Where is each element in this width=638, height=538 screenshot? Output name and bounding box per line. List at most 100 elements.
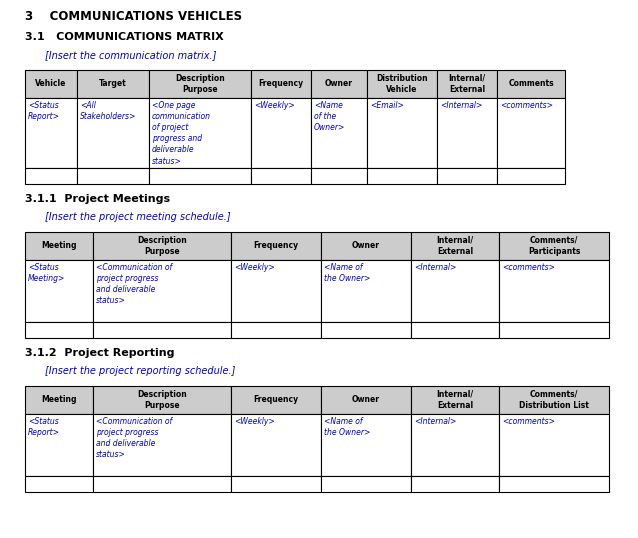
Text: <comments>: <comments> [502,263,555,272]
Text: <One page
communication
of project
progress and
deliverable
status>: <One page communication of project progr… [152,101,211,166]
Text: Owner: Owner [352,395,380,405]
Text: Owner: Owner [325,80,353,88]
Bar [499,232,609,260]
Text: Internal/
External: Internal/ External [436,236,473,256]
Bar [77,98,149,168]
Text: <Internal>: <Internal> [414,263,456,272]
Text: 3.1   COMMUNICATIONS MATRIX: 3.1 COMMUNICATIONS MATRIX [25,32,224,42]
Text: <Weekly>: <Weekly> [254,101,295,110]
Text: Meeting: Meeting [41,242,77,251]
Bar [411,414,499,476]
Bar [367,98,437,168]
Bar [411,260,499,322]
Bar [251,70,311,98]
Bar [25,322,93,338]
Text: Comments/
Distribution List: Comments/ Distribution List [519,390,589,410]
Bar [231,414,321,476]
Bar [231,386,321,414]
Text: [Insert the communication matrix.]: [Insert the communication matrix.] [45,50,216,60]
Text: [Insert the project reporting schedule.]: [Insert the project reporting schedule.] [45,366,235,376]
Text: <Communication of
project progress
and deliverable
status>: <Communication of project progress and d… [96,263,172,305]
Text: [Insert the project meeting schedule.]: [Insert the project meeting schedule.] [45,212,230,222]
Text: Internal/
External: Internal/ External [436,390,473,410]
Text: <Weekly>: <Weekly> [234,263,275,272]
Bar [499,386,609,414]
Text: Owner: Owner [352,242,380,251]
Bar [25,98,77,168]
Bar [231,260,321,322]
Text: <Name of
the Owner>: <Name of the Owner> [324,263,371,283]
Bar [321,260,411,322]
Text: Description
Purpose: Description Purpose [137,236,187,256]
Bar [149,98,251,168]
Text: Frequency: Frequency [253,395,299,405]
Bar [25,414,93,476]
Bar [321,232,411,260]
Bar [93,386,231,414]
Text: <Internal>: <Internal> [414,417,456,426]
Text: <Internal>: <Internal> [440,101,482,110]
Bar [321,414,411,476]
Bar [321,476,411,492]
Bar [367,70,437,98]
Bar [367,168,437,184]
Bar [77,168,149,184]
Bar [411,322,499,338]
Text: Comments: Comments [508,80,554,88]
Text: Frequency: Frequency [258,80,304,88]
Bar [77,70,149,98]
Text: <Communication of
project progress
and deliverable
status>: <Communication of project progress and d… [96,417,172,459]
Bar [251,98,311,168]
Bar [25,232,93,260]
Bar [499,322,609,338]
Bar [25,70,77,98]
Bar [499,414,609,476]
Bar [231,232,321,260]
Bar [251,168,311,184]
Bar [437,70,497,98]
Bar [25,168,77,184]
Text: Meeting: Meeting [41,395,77,405]
Bar [25,386,93,414]
Text: Frequency: Frequency [253,242,299,251]
Text: <Status
Report>: <Status Report> [28,417,60,437]
Bar [437,98,497,168]
Text: Vehicle: Vehicle [35,80,67,88]
Bar [149,70,251,98]
Bar [411,232,499,260]
Bar [411,476,499,492]
Text: <Email>: <Email> [370,101,404,110]
Bar [231,476,321,492]
Bar [311,98,367,168]
Text: <comments>: <comments> [500,101,553,110]
Bar [499,260,609,322]
Text: <All
Stakeholders>: <All Stakeholders> [80,101,137,121]
Bar [499,476,609,492]
Bar [93,232,231,260]
Bar [411,386,499,414]
Bar [437,168,497,184]
Text: <Status
Meeting>: <Status Meeting> [28,263,65,283]
Bar [149,168,251,184]
Text: Distribution
Vehicle: Distribution Vehicle [376,74,428,94]
Text: 3.1.1  Project Meetings: 3.1.1 Project Meetings [25,194,170,204]
Bar [321,322,411,338]
Bar [497,70,565,98]
Bar [497,168,565,184]
Bar [497,98,565,168]
Text: <Name
of the
Owner>: <Name of the Owner> [314,101,345,132]
Bar [93,476,231,492]
Text: Comments/
Participants: Comments/ Participants [528,236,580,256]
Text: Description
Purpose: Description Purpose [137,390,187,410]
Bar [25,476,93,492]
Text: Internal/
External: Internal/ External [449,74,486,94]
Bar [231,322,321,338]
Bar [311,168,367,184]
Bar [321,386,411,414]
Text: Target: Target [99,80,127,88]
Text: <comments>: <comments> [502,417,555,426]
Text: <Name of
the Owner>: <Name of the Owner> [324,417,371,437]
Text: 3.1.2  Project Reporting: 3.1.2 Project Reporting [25,348,175,358]
Text: 3    COMMUNICATIONS VEHICLES: 3 COMMUNICATIONS VEHICLES [25,10,242,23]
Text: Description
Purpose: Description Purpose [175,74,225,94]
